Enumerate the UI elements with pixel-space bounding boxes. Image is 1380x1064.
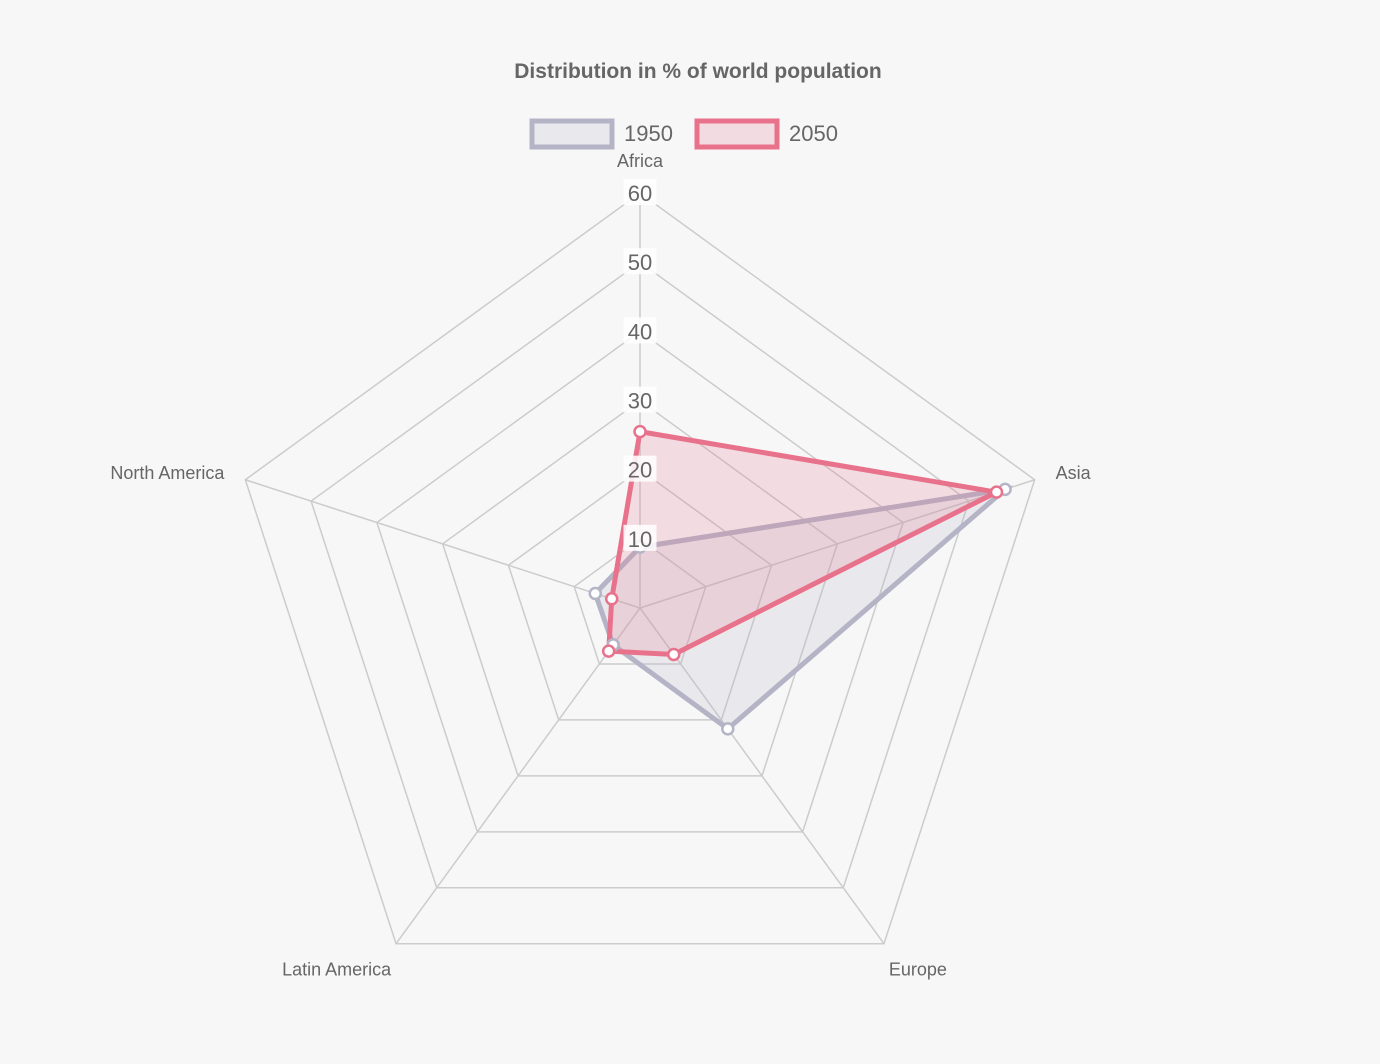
grid-ring-60 (244, 192, 1036, 945)
data-point-2050-latin-america (601, 644, 616, 658)
point-label-north-america: North America (110, 463, 225, 483)
tick-label-50: 50 (628, 250, 652, 275)
data-point-2050-europe (666, 647, 681, 662)
spoke-1 (639, 479, 1035, 609)
legend-label-2050: 2050 (789, 121, 838, 146)
point-label-asia: Asia (1056, 463, 1092, 483)
tick-labels: 10 20 30 40 50 60 (623, 179, 657, 552)
data-point-2050-north-america (604, 592, 619, 606)
point-label-latin-america: Latin America (282, 960, 392, 980)
data-point-1950-europe (721, 722, 735, 736)
tick-backdrop-5 (623, 179, 657, 205)
grid-ring-50 (310, 261, 970, 889)
legend-item-1950[interactable]: 1950 (529, 118, 673, 150)
data-point-1950-north-america (588, 586, 603, 601)
data-point-2050-africa (633, 424, 647, 439)
tick-backdrop-2 (623, 386, 657, 413)
tick-backdrop-3 (623, 317, 657, 344)
legend: 1950 2050 (529, 118, 838, 150)
legend-label-1950: 1950 (624, 121, 673, 146)
tick-label-60: 60 (628, 181, 652, 206)
spoke-4 (245, 479, 641, 609)
spoke-2 (639, 607, 885, 945)
grid-ring-20 (507, 468, 773, 721)
tick-label-10: 10 (628, 527, 652, 552)
grid-ring-40 (375, 330, 905, 833)
series-layer (588, 424, 1014, 736)
legend-swatch-2050 (694, 118, 780, 150)
tick-label-20: 20 (628, 458, 652, 483)
legend-swatch-1950 (529, 118, 615, 150)
series-area-1950 (592, 485, 1014, 733)
tick-backdrop-1 (623, 455, 657, 482)
point-labels: Africa Asia Europe Latin America North Ameri… (110, 151, 1091, 980)
tick-label-40: 40 (628, 319, 652, 344)
chart-title: Distribution in % of world population (514, 60, 881, 83)
tick-backdrop-0 (623, 524, 657, 551)
tick-backdrop-4 (623, 248, 657, 275)
series-area-2050 (606, 428, 1005, 657)
point-label-europe: Europe (889, 960, 947, 980)
legend-item-2050[interactable]: 2050 (694, 118, 838, 150)
tick-label-30: 30 (628, 389, 652, 414)
point-label-africa: Africa (617, 151, 664, 171)
data-point-2050-asia (989, 485, 1004, 499)
spoke-3 (395, 607, 641, 945)
